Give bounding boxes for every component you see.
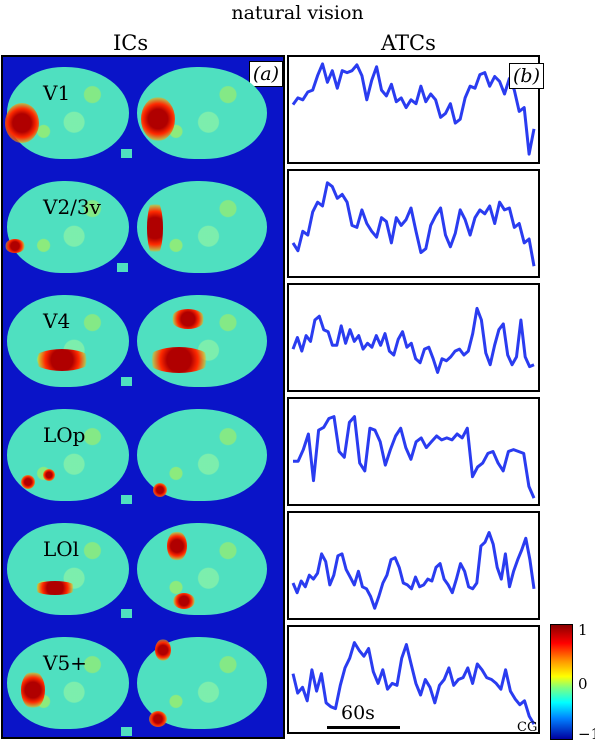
atc-trace-line <box>291 641 536 725</box>
brain-slice-right <box>137 409 267 501</box>
brain-slice-left <box>7 409 129 501</box>
ic-row-v5plus: V5+ <box>3 629 283 737</box>
brain-slice-left <box>7 523 129 615</box>
brain-slice-left <box>7 295 129 387</box>
ic-label: V1 <box>43 81 71 105</box>
brain-slice-right <box>137 637 267 729</box>
atc-plot-lol <box>287 511 540 620</box>
atc-plot-v4 <box>287 283 540 392</box>
brain-slice-left <box>7 637 129 729</box>
brain-slice-right <box>137 295 267 387</box>
ic-row-v1: V1 <box>3 59 283 173</box>
colorbar-min-label: −1 <box>578 725 595 743</box>
atc-trace-svg <box>293 415 536 499</box>
ic-row-v4: V4 <box>3 287 283 401</box>
ic-label: V2/3v <box>43 195 101 219</box>
brain-slice-right <box>137 67 267 159</box>
atc-trace-svg <box>291 62 536 156</box>
colorbar <box>550 624 573 740</box>
ics-panel: (a) V1 V2/3v V4 <box>1 55 285 739</box>
brain-slice-right <box>137 523 267 615</box>
brain-slice-right <box>137 181 267 273</box>
atc-plot-lop <box>287 397 540 506</box>
ics-column-heading: ICs <box>113 31 149 55</box>
ic-row-lol: LOl <box>3 515 283 629</box>
atc-plot-v2-3v <box>287 169 540 278</box>
atc-trace-svg <box>291 181 536 267</box>
atc-trace-svg <box>291 531 536 610</box>
atc-trace-line <box>291 181 536 267</box>
atc-plot-v1 <box>287 55 540 164</box>
atc-plot-v5plus <box>287 625 540 734</box>
time-scale-label: 60s <box>341 702 375 724</box>
figure-title: natural vision <box>231 2 364 24</box>
atc-trace-svg <box>291 306 535 374</box>
panel-b-tag: (b) <box>509 63 544 89</box>
brain-slice-left <box>5 181 129 273</box>
atc-trace-line <box>291 531 536 610</box>
ic-label: V5+ <box>43 651 87 675</box>
colorbar-mid-label: 0 <box>578 675 588 693</box>
ic-label: LOp <box>43 423 86 447</box>
ic-row-lop: LOp <box>3 401 283 515</box>
brain-slice-left <box>5 67 129 159</box>
atc-trace-svg <box>291 641 536 725</box>
atc-trace-line <box>293 415 536 499</box>
panel-a-tag: (a) <box>248 61 283 87</box>
ic-label: LOl <box>43 537 80 561</box>
atcs-column-heading: ATCs <box>381 31 436 55</box>
time-scale-bar <box>327 726 400 729</box>
ic-label: V4 <box>43 309 71 333</box>
atc-trace-line <box>291 62 536 156</box>
ic-row-v2-3v: V2/3v <box>3 173 283 287</box>
colorbar-max-label: 1 <box>578 621 588 639</box>
corner-label: CG <box>517 720 538 735</box>
atc-trace-line <box>291 306 535 374</box>
